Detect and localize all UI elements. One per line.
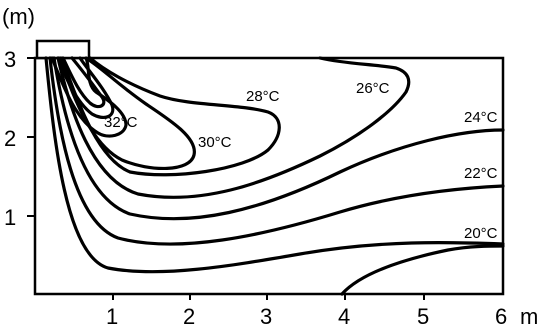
isotherm-22 [48, 56, 505, 246]
isotherm-label-30: 30°C [198, 134, 232, 151]
inlet-box [35, 39, 91, 60]
isotherm-label-32: 32°C [104, 114, 138, 131]
isotherm-label-20: 20°C [464, 225, 498, 242]
y-tick-label-3: 3 [4, 47, 16, 72]
isotherm-label-28: 28°C [246, 88, 280, 105]
isotherm-label-26: 26°C [356, 80, 390, 97]
x-tick-label-2: 2 [183, 304, 195, 329]
x-tick-label-5: 5 [417, 304, 429, 329]
isotherm-bottom-right [340, 244, 505, 296]
x-tick-label-6: 6 [495, 304, 507, 329]
x-tick-label-1: 1 [106, 304, 118, 329]
x-tick-label-4: 4 [338, 304, 350, 329]
isotherm-32 [50, 56, 128, 138]
isotherm-26 [56, 56, 411, 199]
x-unit-label: m [520, 304, 538, 329]
isotherm-label-24: 24°C [464, 109, 498, 126]
isotherm-20 [44, 56, 505, 274]
y-tick-label-1: 1 [4, 205, 16, 230]
isotherm-label-22: 22°C [464, 165, 498, 182]
x-tick-label-3: 3 [260, 304, 272, 329]
y-tick-label-2: 2 [4, 126, 16, 151]
y-unit-label: (m) [2, 4, 35, 29]
isotherm-24 [52, 56, 505, 221]
plot-frame [33, 56, 505, 296]
isotherm-28 [60, 56, 281, 177]
